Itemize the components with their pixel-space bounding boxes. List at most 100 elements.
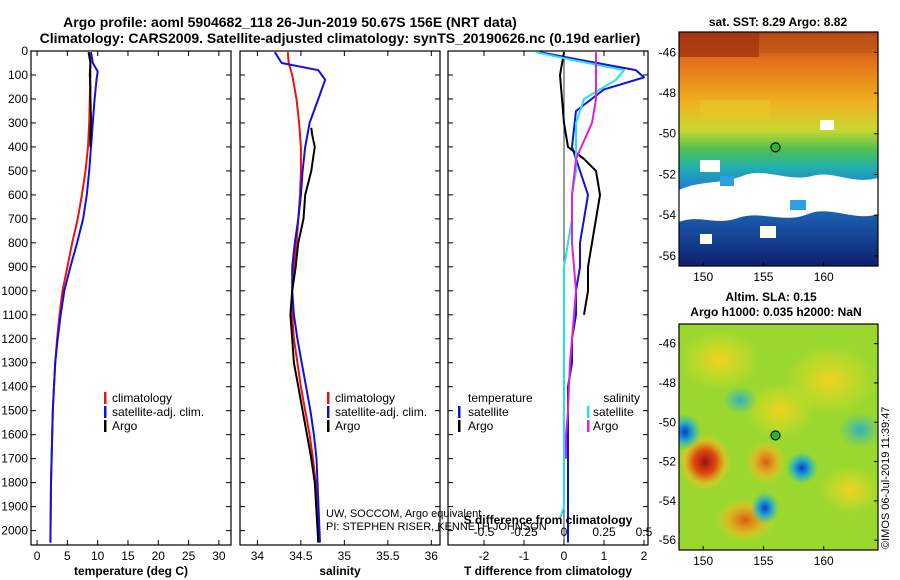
- x-tick-label: -2: [479, 549, 490, 563]
- y-tick-label: 0: [21, 44, 28, 58]
- legend-label-satellite: satellite-adj. clim.: [335, 405, 427, 419]
- map-y-tick-label: -54: [659, 494, 677, 508]
- salinity-frame: [239, 50, 441, 546]
- series-line-s-argo: [565, 52, 597, 459]
- x-tick-label-top: 0.25: [592, 525, 616, 539]
- difference-xlabel-top: S difference from climatology: [464, 513, 633, 527]
- salinity-legend: climatology satellite-adj. clim. Argo: [327, 391, 427, 433]
- series-line-t-argo: [559, 52, 601, 315]
- legend-swatch-satellite: [327, 406, 330, 418]
- sla-blob-high: [746, 440, 786, 484]
- difference-profile-panel: -2 -1 0 1 2 -0.5 -0.25 0 0.25 0.5: [447, 50, 653, 563]
- x-tick-label: -1: [519, 549, 530, 563]
- y-tick-label: 900: [8, 260, 28, 274]
- sla-blob-low: [722, 386, 758, 414]
- y-tick-label: 400: [8, 140, 28, 154]
- temperature-profile-panel: 0 5 10 15 20 25 300100200300400500600700800900…: [1, 44, 232, 563]
- sst-cloud-gap: [820, 120, 834, 130]
- series-line-climatology: [49, 52, 92, 543]
- map-y-tick-label: -52: [659, 167, 677, 181]
- sla-blob-low: [679, 414, 701, 450]
- legend-label-climatology: climatology: [112, 391, 172, 405]
- map-y-tick-label: -48: [659, 376, 677, 390]
- sst-cold-patch: [720, 176, 734, 186]
- series-line-satellite-adj-clim-: [273, 51, 327, 543]
- y-tick-label: 100: [8, 68, 28, 82]
- legend-swatch-climatology: [104, 392, 107, 404]
- legend-label-climatology: climatology: [335, 391, 395, 405]
- x-tick-label: 0: [34, 549, 41, 563]
- map-y-tick-label: -56: [659, 533, 677, 547]
- sst-argo-marker: [770, 142, 781, 153]
- sla-blob: [745, 382, 815, 438]
- y-tick-label: 1000: [1, 284, 28, 298]
- y-tick-label: 1200: [1, 332, 28, 346]
- y-tick-label: 500: [8, 164, 28, 178]
- map-x-tick-label: 160: [814, 554, 834, 568]
- figure-title-line1: Argo profile: aoml 5904682_118 26-Jun-20…: [63, 14, 517, 30]
- y-tick-label: 1900: [1, 500, 28, 514]
- difference-xlabel: T difference from climatology: [464, 564, 632, 578]
- sla-map-frame: [678, 323, 879, 551]
- x-tick-label: 34: [251, 549, 265, 563]
- series-line-t-satellite: [539, 51, 645, 543]
- legend-label-argo: Argo: [335, 419, 361, 433]
- credit-line1: UW, SOCCOM, Argo equivalent: [326, 508, 481, 520]
- salinity-profile-panel: 34 34.5 35 35.5 36: [239, 50, 441, 563]
- sst-warm-patch: [760, 35, 878, 53]
- x-tick-label-top: 0: [561, 525, 568, 539]
- temperature-legend: climatology satellite-adj. clim. Argo: [104, 391, 204, 433]
- sst-warm-patch: [679, 32, 759, 57]
- x-tick-label: 35.5: [376, 549, 400, 563]
- legend-swatch-argo: [104, 420, 107, 432]
- x-tick-label: 5: [64, 549, 71, 563]
- x-tick-label: 15: [121, 549, 135, 563]
- sst-map: [679, 32, 878, 266]
- map-y-tick-label: -54: [659, 208, 677, 222]
- legend-swatch-s-argo: [587, 420, 590, 432]
- y-tick-label: 200: [8, 92, 28, 106]
- legend-swatch-t-satellite: [458, 406, 461, 418]
- y-tick-label: 700: [8, 212, 28, 226]
- y-tick-label: 1400: [1, 380, 28, 394]
- sst-cloud-gap: [700, 160, 720, 172]
- map-x-tick-label: 150: [693, 270, 713, 284]
- y-tick-label: 1100: [2, 308, 28, 322]
- legend-label-t-satellite: satellite: [468, 405, 509, 419]
- y-tick-label: 1600: [1, 428, 28, 442]
- difference-frame: [447, 50, 649, 546]
- map-x-tick-label: 160: [814, 270, 834, 284]
- legend-swatch-satellite: [104, 406, 107, 418]
- sla-map-title-line1: Altim. SLA: 0.15: [725, 290, 817, 304]
- legend-swatch-climatology: [327, 392, 330, 404]
- series-line-satellite-adj-clim-: [49, 52, 99, 543]
- legend-title-salinity: salinity: [603, 391, 640, 405]
- sla-map: [679, 324, 878, 550]
- x-tick-label: 2: [641, 549, 648, 563]
- y-tick-label: 800: [8, 236, 28, 250]
- map-x-tick-label: 155: [753, 270, 773, 284]
- map-y-tick-label: -48: [659, 86, 677, 100]
- temperature-xlabel: temperature (deg C): [74, 564, 188, 578]
- sst-cloud-gap: [760, 226, 776, 238]
- map-y-tick-label: -46: [659, 337, 677, 351]
- map-y-tick-label: -46: [659, 45, 677, 59]
- credit-line2: PI: STEPHEN RISER, KENNETH JOHNSON: [326, 521, 547, 533]
- y-tick-label: 600: [8, 188, 28, 202]
- sst-mid-patch: [700, 100, 770, 120]
- timestamp: ©IMOS 06-Jul-2019 11:39:47: [880, 407, 892, 549]
- sla-argo-marker: [770, 430, 781, 441]
- x-tick-label: 30: [212, 549, 226, 563]
- x-tick-label-top: -0.5: [474, 525, 495, 539]
- x-tick-label: 25: [182, 549, 196, 563]
- sst-map-frame: [678, 31, 879, 267]
- sst-cloud-gap: [700, 234, 712, 244]
- map-x-tick-label: 155: [753, 554, 773, 568]
- map-y-tick-label: -50: [659, 127, 677, 141]
- y-tick-label: 2000: [1, 524, 28, 538]
- difference-legend: temperature satellite Argo salinity sate…: [458, 391, 640, 433]
- y-tick-label: 1700: [1, 452, 28, 466]
- legend-label-satellite: satellite-adj. clim.: [112, 405, 204, 419]
- x-tick-label: 36: [425, 549, 439, 563]
